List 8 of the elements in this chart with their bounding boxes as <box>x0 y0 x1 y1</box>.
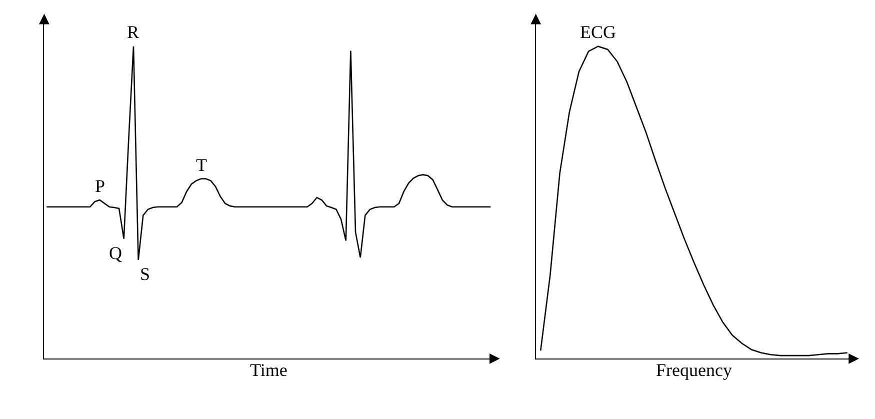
x-axis-title: Time <box>250 360 288 380</box>
annotation: ECG <box>580 22 616 42</box>
annotation: S <box>140 264 150 284</box>
annotation: T <box>196 155 207 175</box>
x-axis-title: Frequency <box>656 360 732 380</box>
annotation: R <box>127 22 140 42</box>
annotation: P <box>95 176 106 196</box>
annotation: Q <box>109 243 122 263</box>
